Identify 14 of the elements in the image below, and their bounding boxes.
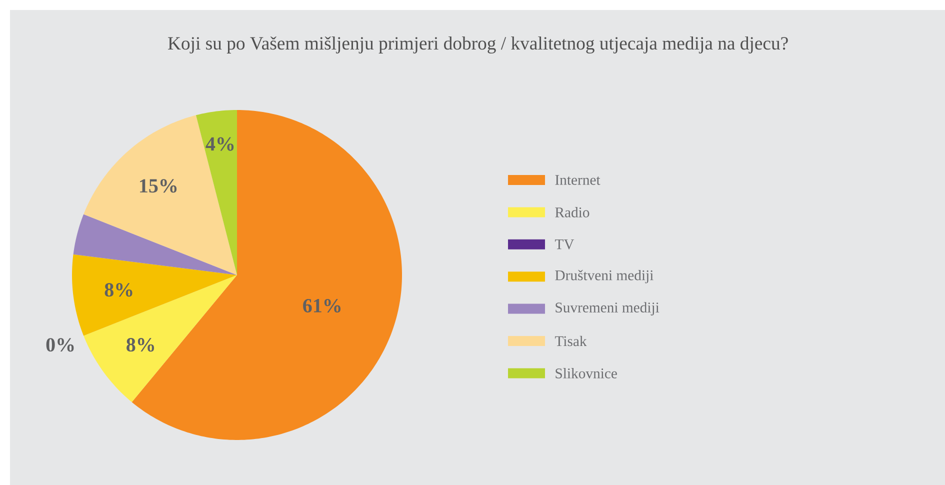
legend-label: Suvremeni mediji [556, 302, 660, 316]
data-label: 4% [206, 137, 234, 151]
legend-label: Tisak [554, 336, 587, 346]
text: 0% [46, 338, 74, 352]
legend-label: Slikovnice [556, 368, 617, 378]
data-label: 8% [126, 338, 154, 352]
legend-label: Društveni mediji [555, 270, 654, 284]
data-label: 8% [104, 283, 132, 297]
legend-label: Internet [555, 175, 600, 185]
data-label: 61% [303, 298, 340, 313]
legend-label: Radio [555, 207, 590, 218]
legend-label: TV [554, 239, 574, 250]
chart-title: Koji su po Vašem mišljenju primjeri dobrog / kvalitetnog utjecaja medija na djecu? [168, 36, 788, 54]
data-label: 15% [140, 179, 177, 193]
